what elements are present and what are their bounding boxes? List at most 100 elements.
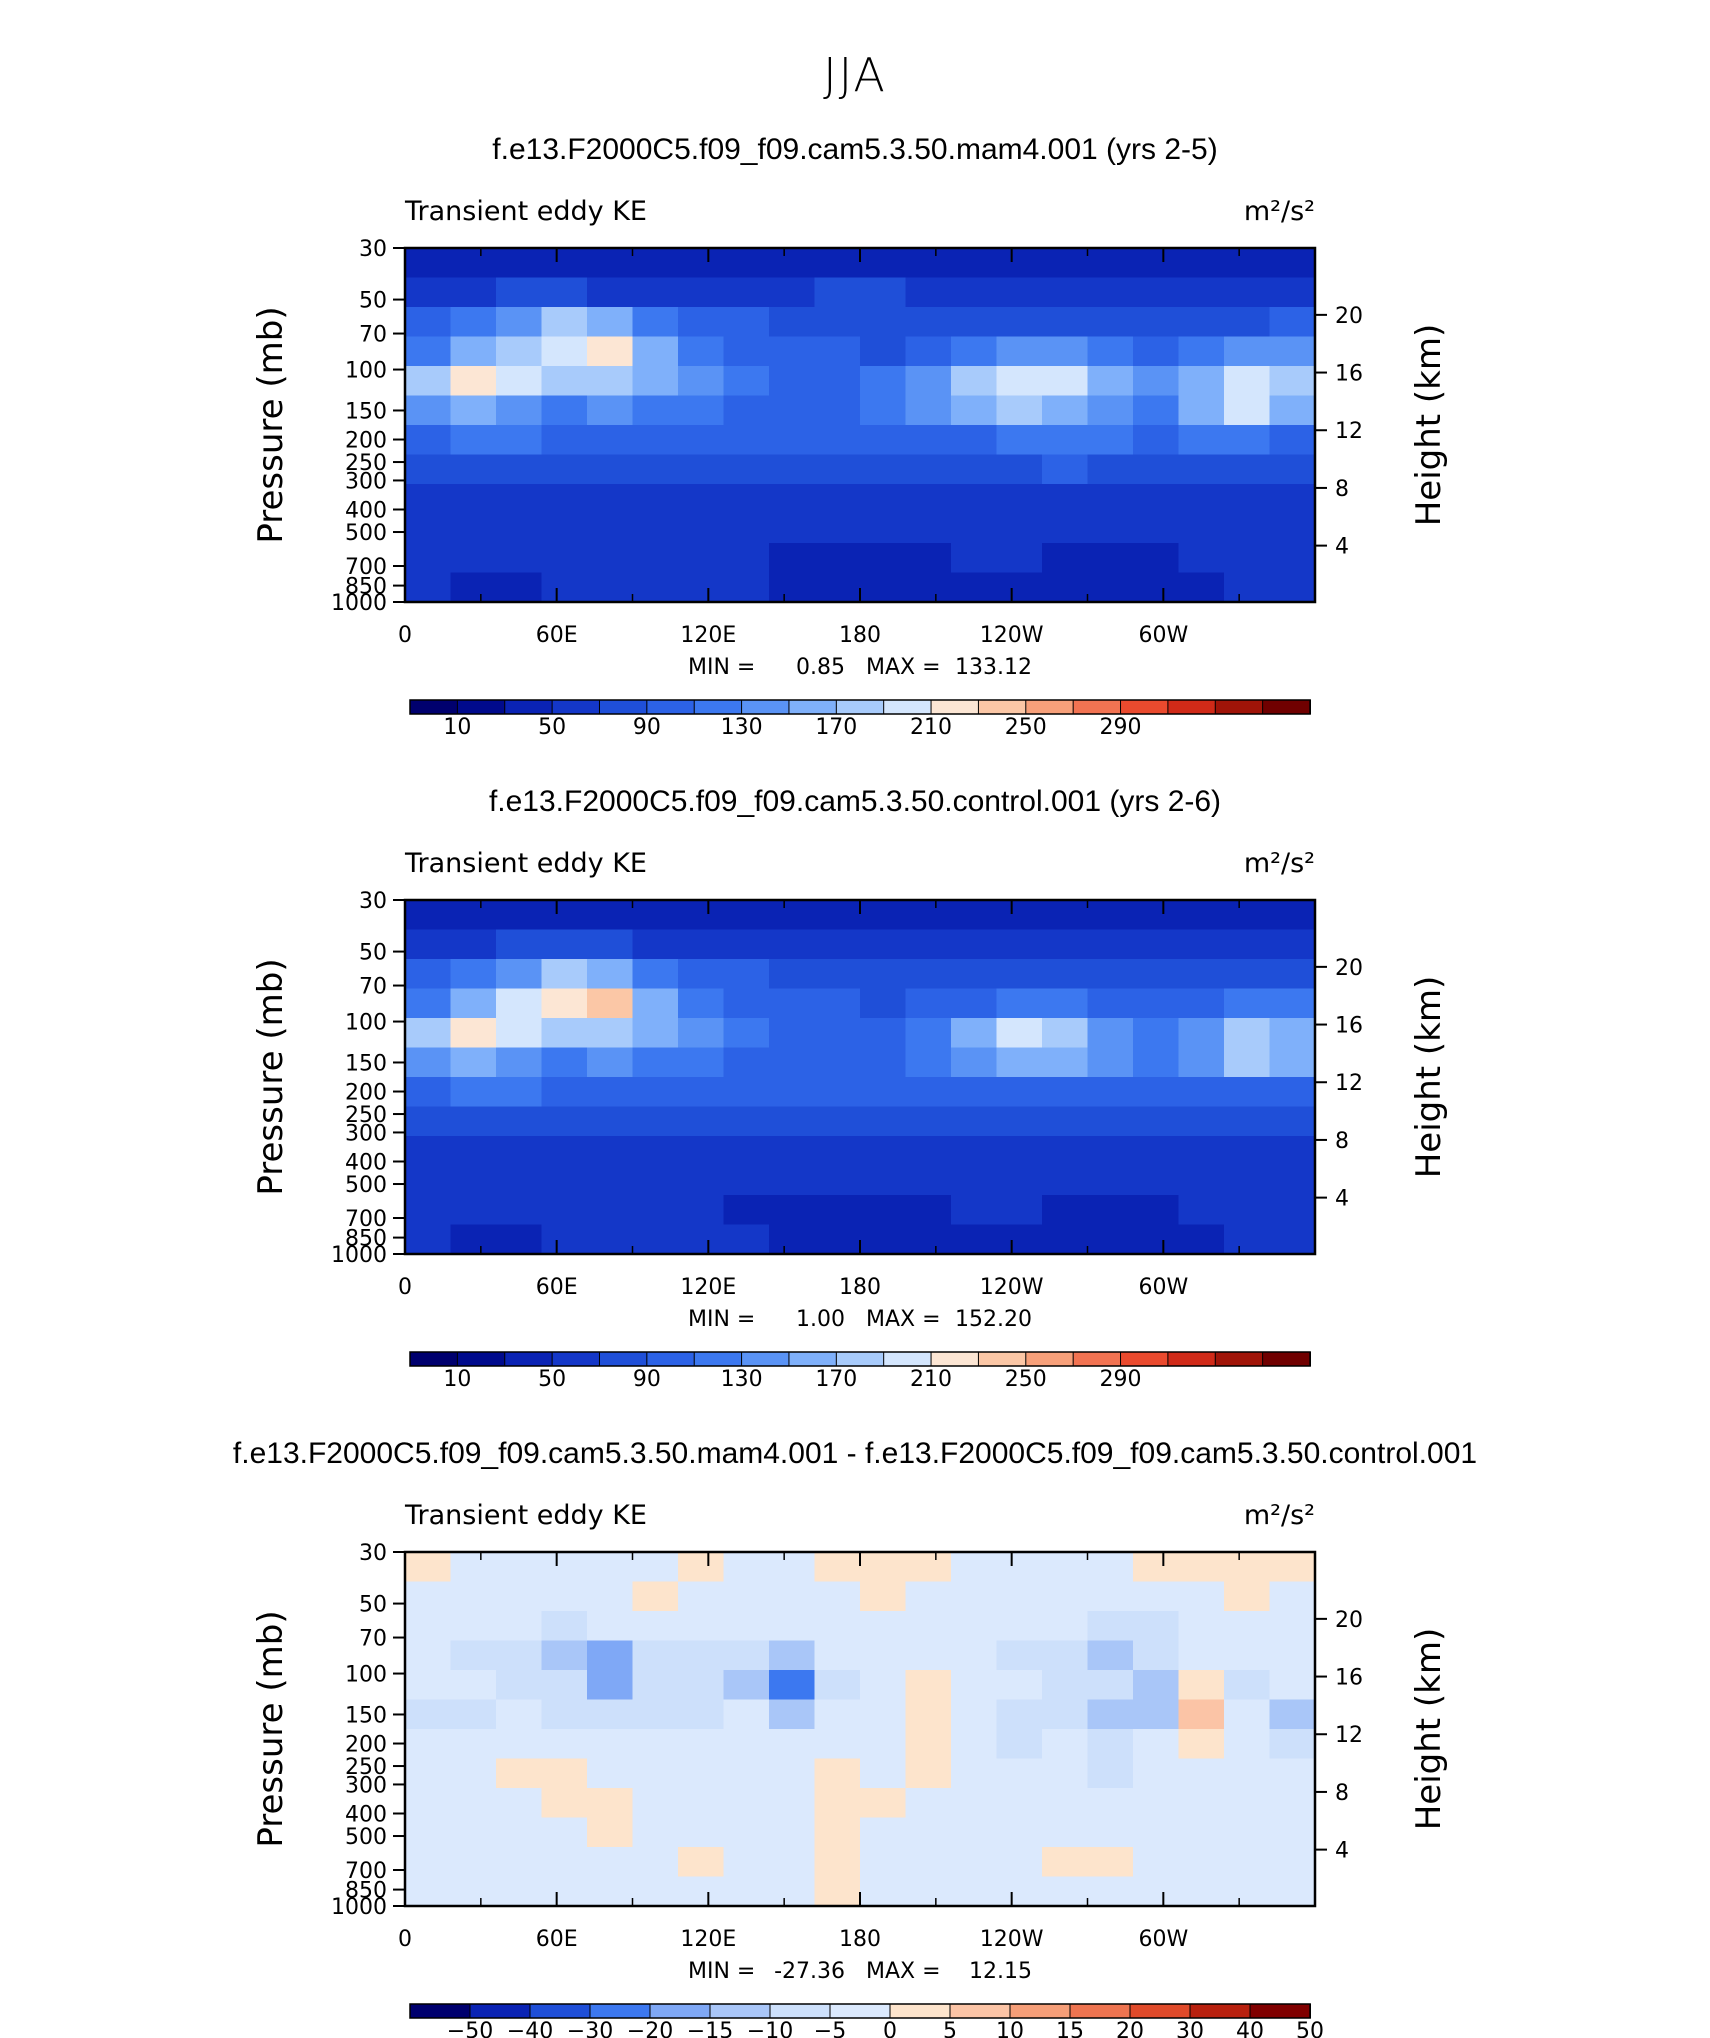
field-cell <box>723 1136 770 1167</box>
y-axis-title: Pressure (mb) <box>251 306 291 543</box>
field-cell <box>905 1581 952 1612</box>
y-tick-label: 250 <box>345 451 387 476</box>
field-cell <box>587 543 634 574</box>
colorbar-label: −40 <box>507 2019 553 2038</box>
y2-tick-label: 16 <box>1335 1666 1363 1691</box>
x-tick-label: 120W <box>980 1927 1044 1952</box>
field-cell <box>1178 1817 1225 1848</box>
field-cell <box>996 1047 1043 1078</box>
field-cell <box>450 929 497 960</box>
y-tick-label: 30 <box>359 889 387 914</box>
field-cell <box>860 1047 907 1078</box>
field-cell <box>860 988 907 1019</box>
field-cell <box>1133 1136 1180 1167</box>
field-cell <box>905 248 952 279</box>
y-tick-label: 300 <box>345 469 387 494</box>
x-tick-label: 60W <box>1138 1927 1188 1952</box>
field-cell <box>951 1699 998 1730</box>
field-cell <box>1224 1077 1271 1108</box>
field-cell <box>814 900 861 931</box>
colorbar-bin <box>409 2003 471 2019</box>
field-cell <box>951 336 998 367</box>
colorbar-bin <box>741 699 790 715</box>
y-tick-label: 150 <box>345 1051 387 1076</box>
field-cell <box>632 1195 679 1226</box>
field-cell <box>1087 395 1134 426</box>
field-cell <box>678 1195 725 1226</box>
field-cell <box>723 1847 770 1878</box>
field-cell <box>450 1670 497 1701</box>
field-cell <box>587 1552 634 1583</box>
field-cell <box>951 1106 998 1137</box>
field-cell <box>1269 336 1316 367</box>
field-cell <box>541 484 588 515</box>
field-cell <box>1087 572 1134 603</box>
field-cell <box>723 395 770 426</box>
field-cell <box>996 900 1043 931</box>
field-cell <box>678 307 725 338</box>
colorbar-bin <box>769 2003 831 2019</box>
field-cell <box>905 1136 952 1167</box>
field-cell <box>1178 1018 1225 1049</box>
field-cell <box>1133 959 1180 990</box>
field-cell <box>1133 1640 1180 1671</box>
field-cell <box>1042 395 1089 426</box>
colorbar-bin <box>598 699 648 715</box>
field-cell <box>405 1195 452 1226</box>
field-cell <box>1133 336 1180 367</box>
field-cell <box>1042 336 1089 367</box>
field-cell <box>450 959 497 990</box>
field-cell <box>678 1788 725 1819</box>
field-cell <box>405 1788 452 1819</box>
field-cell <box>405 307 452 338</box>
field-cell <box>1269 1670 1316 1701</box>
colorbar-label: 10 <box>443 715 471 740</box>
y2-tick-label: 20 <box>1335 1608 1363 1633</box>
field-cell <box>496 1195 543 1226</box>
field-cell <box>541 1018 588 1049</box>
field-cell <box>905 988 952 1019</box>
field-cell <box>996 1817 1043 1848</box>
field-cell <box>587 1018 634 1049</box>
variable-label: Transient eddy KE <box>404 848 647 879</box>
field-cell <box>905 307 952 338</box>
colorbar-label: −5 <box>814 2019 846 2038</box>
field-cell <box>860 336 907 367</box>
field-cell <box>1224 929 1271 960</box>
field-cell <box>541 1640 588 1671</box>
colorbar-bin <box>504 1351 554 1367</box>
panel-2-plot <box>405 900 1316 1255</box>
field-cell <box>860 1018 907 1049</box>
field-cell <box>996 959 1043 990</box>
colorbar-label: 210 <box>910 1367 952 1392</box>
field-cell <box>723 1552 770 1583</box>
field-cell <box>723 484 770 515</box>
field-cell <box>1269 1047 1316 1078</box>
field-cell <box>1042 1552 1089 1583</box>
field-cell <box>1087 1788 1134 1819</box>
field-cell <box>951 1640 998 1671</box>
field-cell <box>814 1758 861 1789</box>
y2-axis-title: Height (km) <box>1409 1628 1449 1831</box>
field-cell <box>541 307 588 338</box>
field-cell <box>1087 1758 1134 1789</box>
field-cell <box>450 513 497 544</box>
field-cell <box>905 395 952 426</box>
field-cell <box>951 425 998 456</box>
y-tick-label: 50 <box>359 289 387 314</box>
field-cell <box>996 425 1043 456</box>
field-cell <box>1178 484 1225 515</box>
field-cell <box>1042 1758 1089 1789</box>
y-tick-label: 70 <box>359 1627 387 1652</box>
field-cell <box>1269 1018 1316 1049</box>
field-cell <box>769 929 816 960</box>
field-cell <box>860 1195 907 1226</box>
field-cell <box>769 1699 816 1730</box>
colorbar-bin <box>709 2003 771 2019</box>
field-cell <box>769 484 816 515</box>
field-cell <box>587 1729 634 1760</box>
field-cell <box>905 900 952 931</box>
field-cell <box>723 513 770 544</box>
field-cell <box>1178 1581 1225 1612</box>
